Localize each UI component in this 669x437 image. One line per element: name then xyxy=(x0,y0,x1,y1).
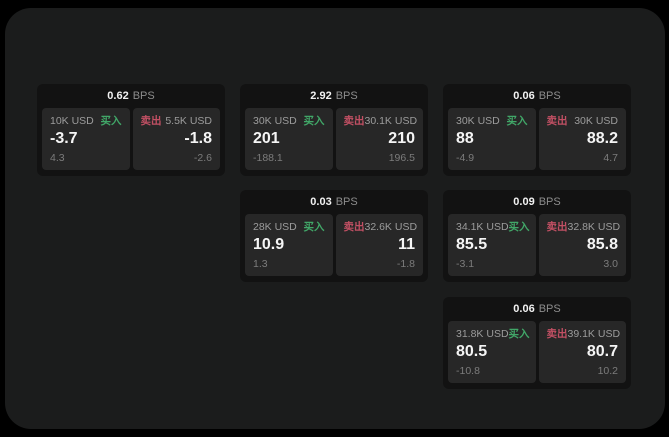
sell-quote-panel[interactable]: 卖出 32.6K USD 11 -1.8 xyxy=(335,214,423,276)
sell-amount: 5.5K USD xyxy=(165,115,212,127)
quote-card: 0.03 BPS 28K USD 买入 10.9 1.3 卖出 32.6K US… xyxy=(240,190,428,282)
card-header: 0.09 BPS xyxy=(443,190,631,214)
sell-amount: 30K USD xyxy=(574,115,618,127)
buy-quote-panel[interactable]: 30K USD 买入 201 -188.1 xyxy=(245,108,333,170)
app-surface: 0.62 BPS 10K USD 买入 -3.7 4.3 卖出 5.5K USD… xyxy=(5,8,665,429)
buy-sub-value: -4.9 xyxy=(456,152,475,164)
buy-sub-value: -188.1 xyxy=(253,152,283,164)
buy-amount: 30K USD xyxy=(253,115,297,127)
buy-amount: 31.8K USD xyxy=(456,328,509,340)
buy-side-label: 买入 xyxy=(506,115,528,127)
sell-sub-value: -2.6 xyxy=(193,152,212,164)
quote-card: 0.09 BPS 34.1K USD 买入 85.5 -3.1 卖出 32.8K… xyxy=(443,190,631,282)
sell-quote-panel[interactable]: 卖出 30.1K USD 210 196.5 xyxy=(335,108,423,170)
bps-unit-label: BPS xyxy=(538,196,561,208)
sell-price: 88.2 xyxy=(586,130,618,147)
bps-unit-label: BPS xyxy=(132,90,155,102)
buy-price: 201 xyxy=(253,130,280,147)
bps-value: 0.03 xyxy=(310,196,332,208)
sell-quote-panel[interactable]: 卖出 32.8K USD 85.8 3.0 xyxy=(538,214,626,276)
quote-card: 0.06 BPS 30K USD 买入 88 -4.9 卖出 30K USD 8… xyxy=(443,84,631,176)
bps-value: 2.92 xyxy=(310,90,332,102)
sell-side-label: 卖出 xyxy=(546,328,568,340)
buy-quote-panel[interactable]: 28K USD 买入 10.9 1.3 xyxy=(245,214,333,276)
card-header: 0.62 BPS xyxy=(37,84,225,108)
bps-unit-label: BPS xyxy=(335,90,358,102)
buy-side-label: 买入 xyxy=(508,328,530,340)
quote-card: 0.06 BPS 31.8K USD 买入 80.5 -10.8 卖出 39.1… xyxy=(443,297,631,389)
buy-side-label: 买入 xyxy=(100,115,122,127)
buy-sub-value: -10.8 xyxy=(456,365,480,377)
sell-amount: 39.1K USD xyxy=(567,328,621,340)
buy-price: 88 xyxy=(456,130,474,147)
buy-side-label: 买入 xyxy=(303,115,325,127)
sell-quote-panel[interactable]: 卖出 30K USD 88.2 4.7 xyxy=(538,108,626,170)
buy-side-label: 买入 xyxy=(508,221,530,233)
sell-price: 85.8 xyxy=(586,236,618,253)
buy-amount: 34.1K USD xyxy=(456,221,509,233)
quote-card: 2.92 BPS 30K USD 买入 201 -188.1 卖出 30.1K … xyxy=(240,84,428,176)
sell-side-label: 卖出 xyxy=(546,115,568,127)
bps-value: 0.09 xyxy=(513,196,535,208)
sell-side-label: 卖出 xyxy=(343,221,365,233)
bps-value: 0.06 xyxy=(513,303,535,315)
bps-unit-label: BPS xyxy=(335,196,358,208)
card-header: 0.03 BPS xyxy=(240,190,428,214)
sell-price: 210 xyxy=(388,130,415,147)
sell-sub-value: 10.2 xyxy=(597,365,618,377)
sell-price: 80.7 xyxy=(586,343,618,360)
buy-quote-panel[interactable]: 34.1K USD 买入 85.5 -3.1 xyxy=(448,214,536,276)
bps-unit-label: BPS xyxy=(538,303,561,315)
buy-sub-value: -3.1 xyxy=(456,258,475,270)
buy-amount: 30K USD xyxy=(456,115,500,127)
sell-amount: 32.8K USD xyxy=(567,221,621,233)
buy-side-label: 买入 xyxy=(303,221,325,233)
buy-quote-panel[interactable]: 30K USD 买入 88 -4.9 xyxy=(448,108,536,170)
sell-price: 11 xyxy=(398,236,415,253)
buy-price: 10.9 xyxy=(253,236,285,253)
sell-amount: 32.6K USD xyxy=(364,221,418,233)
buy-quote-panel[interactable]: 31.8K USD 买入 80.5 -10.8 xyxy=(448,321,536,383)
buy-price: -3.7 xyxy=(50,130,78,147)
quote-card: 0.62 BPS 10K USD 买入 -3.7 4.3 卖出 5.5K USD… xyxy=(37,84,225,176)
bps-unit-label: BPS xyxy=(538,90,561,102)
sell-side-label: 卖出 xyxy=(343,115,365,127)
sell-sub-value: 196.5 xyxy=(388,152,415,164)
buy-sub-value: 4.3 xyxy=(50,152,65,164)
card-header: 0.06 BPS xyxy=(443,84,631,108)
bps-value: 0.62 xyxy=(107,90,129,102)
buy-quote-panel[interactable]: 10K USD 买入 -3.7 4.3 xyxy=(42,108,130,170)
buy-price: 80.5 xyxy=(456,343,488,360)
sell-price: -1.8 xyxy=(184,130,212,147)
sell-amount: 30.1K USD xyxy=(364,115,418,127)
sell-quote-panel[interactable]: 卖出 5.5K USD -1.8 -2.6 xyxy=(132,108,220,170)
sell-sub-value: 3.0 xyxy=(603,258,618,270)
buy-amount: 28K USD xyxy=(253,221,297,233)
card-header: 0.06 BPS xyxy=(443,297,631,321)
buy-amount: 10K USD xyxy=(50,115,94,127)
bps-value: 0.06 xyxy=(513,90,535,102)
buy-sub-value: 1.3 xyxy=(253,258,268,270)
sell-sub-value: -1.8 xyxy=(396,258,415,270)
sell-sub-value: 4.7 xyxy=(603,152,618,164)
sell-side-label: 卖出 xyxy=(140,115,162,127)
sell-quote-panel[interactable]: 卖出 39.1K USD 80.7 10.2 xyxy=(538,321,626,383)
sell-side-label: 卖出 xyxy=(546,221,568,233)
buy-price: 85.5 xyxy=(456,236,488,253)
card-header: 2.92 BPS xyxy=(240,84,428,108)
